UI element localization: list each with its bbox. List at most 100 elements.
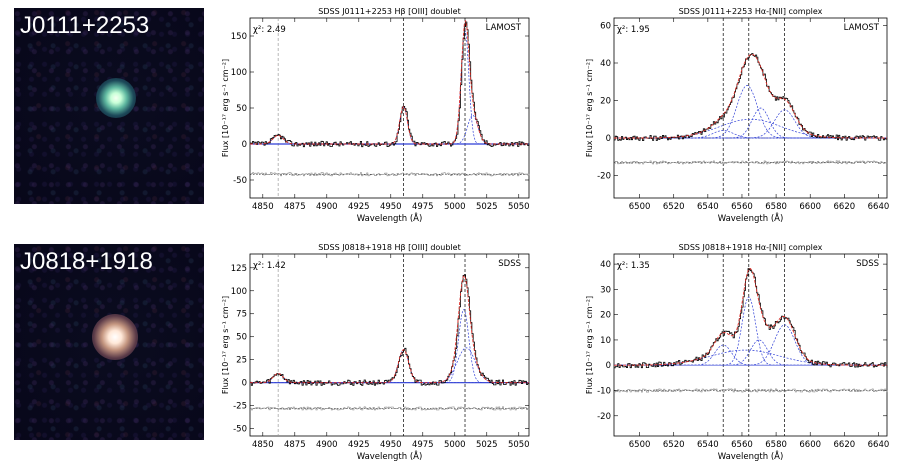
y-axis-label: Flux [10⁻¹⁷ erg s⁻¹ cm⁻²] xyxy=(221,59,230,157)
component-line xyxy=(614,349,887,366)
component-line xyxy=(614,296,887,366)
x-tick-label: 5025 xyxy=(476,440,498,450)
x-tick-label: 4850 xyxy=(252,202,274,212)
x-tick-label: 5050 xyxy=(508,202,530,212)
component-line xyxy=(614,107,887,139)
object-label: J0111+2253 xyxy=(20,12,150,39)
y-tick-label: 10 xyxy=(600,336,611,346)
y-tick-label: 150 xyxy=(231,32,247,42)
object-thumbnail: J0111+2253 xyxy=(14,8,204,204)
x-tick-label: 6520 xyxy=(663,202,685,212)
x-tick-label: 5050 xyxy=(508,440,530,450)
total-fit xyxy=(250,274,529,384)
x-tick-label: 4900 xyxy=(316,440,338,450)
panel-title: SDSS J0818+1918 Hα-[NII] complex xyxy=(679,243,823,252)
y-tick-label: 40 xyxy=(600,260,611,270)
object-thumbnail: J0818+1918 xyxy=(14,244,204,440)
y-tick-label: 0 xyxy=(242,140,247,150)
x-tick-label: 6640 xyxy=(868,202,890,212)
chi2-label: χ²: 2.49 xyxy=(253,25,286,35)
x-tick-label: 6520 xyxy=(663,440,685,450)
x-tick-label: 6540 xyxy=(697,440,719,450)
y-tick-label: -10 xyxy=(597,387,611,397)
y-tick-label: 50 xyxy=(236,333,247,343)
x-tick-label: 6580 xyxy=(765,202,787,212)
x-tick-label: 5000 xyxy=(444,440,466,450)
y-tick-label: 100 xyxy=(231,287,247,297)
chi2-label: χ²: 1.95 xyxy=(617,25,650,35)
chi2-label: χ²: 1.42 xyxy=(253,261,286,271)
survey-label: LAMOST xyxy=(486,23,522,33)
component-line xyxy=(614,118,887,139)
data-spectrum xyxy=(614,268,888,369)
x-tick-label: 6640 xyxy=(868,440,890,450)
component-line xyxy=(614,339,887,366)
component-line xyxy=(250,349,529,384)
y-tick-label: 100 xyxy=(231,68,247,78)
y-tick-label: 25 xyxy=(236,356,247,366)
x-tick-label: 6560 xyxy=(731,440,753,450)
row-2: J0818+1918 4850 4875 4900 4925 4950 4975 5000 5… xyxy=(0,234,908,468)
survey-label: SDSS xyxy=(498,259,521,269)
y-tick-label: 60 xyxy=(600,22,611,32)
y-tick-label: 20 xyxy=(600,97,611,107)
x-axis-label: Wavelength (Å) xyxy=(357,450,423,462)
residual-spectrum xyxy=(250,172,530,177)
total-fit xyxy=(614,53,887,139)
object-label: J0818+1918 xyxy=(20,248,153,275)
y-tick-label: 20 xyxy=(600,311,611,321)
x-tick-label: 4950 xyxy=(380,202,402,212)
y-tick-label: 50 xyxy=(236,104,247,114)
component-line xyxy=(250,105,529,145)
y-tick-label: -50 xyxy=(233,176,247,186)
plot-frame xyxy=(613,17,888,199)
x-tick-label: 4900 xyxy=(316,202,338,212)
component-line xyxy=(250,347,529,384)
y-tick-label: 75 xyxy=(236,310,247,320)
plot-frame xyxy=(613,253,888,437)
y-axis-label: Flux [10⁻¹⁷ erg s⁻¹ cm⁻²] xyxy=(221,296,230,394)
plot-frame xyxy=(249,17,530,199)
data-spectrum xyxy=(614,53,888,141)
panel-title: SDSS J0818+1918 Hβ [OIII] doublet xyxy=(318,243,461,252)
y-axis-label: Flux [10⁻¹⁷ erg s⁻¹ cm⁻²] xyxy=(585,296,594,394)
survey-label: LAMOST xyxy=(844,23,880,33)
x-tick-label: 4925 xyxy=(348,440,370,450)
x-tick-label: 4975 xyxy=(412,202,434,212)
y-axis-label: Flux [10⁻¹⁷ erg s⁻¹ cm⁻²] xyxy=(585,59,594,157)
x-tick-label: 6560 xyxy=(731,202,753,212)
x-tick-label: 5000 xyxy=(444,202,466,212)
residual-spectrum xyxy=(614,388,888,393)
x-tick-label: 4875 xyxy=(284,440,306,450)
x-axis-label: Wavelength (Å) xyxy=(357,212,423,224)
panel-title: SDSS J0111+2253 Hα-[NII] complex xyxy=(679,7,823,16)
component-line xyxy=(614,324,887,366)
ha-panel: 6500 6520 6540 6560 6580 6600 6620 6640 60 40 20 0 -… xyxy=(585,7,889,224)
y-tick-label: 40 xyxy=(600,59,611,69)
y-tick-label: 0 xyxy=(606,361,611,371)
y-tick-label: 30 xyxy=(600,285,611,295)
y-tick-label: -20 xyxy=(597,412,611,422)
y-tick-label: 125 xyxy=(231,264,247,274)
hb-panel: 4850 4875 4900 4925 4950 4975 5000 5025 5050 150 1… xyxy=(221,7,530,224)
x-tick-label: 4875 xyxy=(284,202,306,212)
galaxy-image xyxy=(92,314,138,360)
y-tick-label: 0 xyxy=(606,134,611,144)
total-fit xyxy=(250,20,529,145)
galaxy-image xyxy=(96,78,136,118)
chi2-label: χ²: 1.35 xyxy=(617,261,650,271)
residual-spectrum xyxy=(250,406,530,411)
y-tick-label: -25 xyxy=(233,402,247,412)
data-spectrum xyxy=(250,274,530,386)
component-line xyxy=(250,114,529,145)
hb-oiii-spectrum-plot: 4850 4875 4900 4925 4950 4975 5000 5025 50501251… xyxy=(221,243,890,462)
hb-oiii-spectrum-plot: 4850 4875 4900 4925 4950 4975 5000 5025 50501501… xyxy=(221,7,889,224)
component-line xyxy=(614,109,887,139)
panel-title: SDSS J0111+2253 Hβ [OIII] doublet xyxy=(318,7,461,16)
x-tick-label: 4950 xyxy=(380,440,402,450)
x-tick-label: 6500 xyxy=(629,440,651,450)
component-line xyxy=(250,309,529,384)
total-fit xyxy=(614,268,887,366)
x-tick-label: 4975 xyxy=(412,440,434,450)
residual-spectrum xyxy=(614,160,888,165)
